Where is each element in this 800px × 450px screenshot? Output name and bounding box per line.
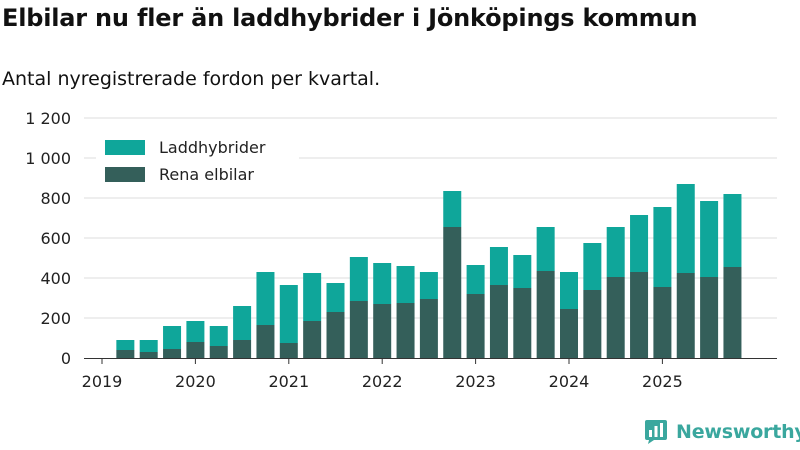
bar-laddhybrider — [186, 321, 205, 342]
newsworthy-logo-icon — [645, 420, 667, 444]
y-axis-tick-labels: 0 200 400 600 800 1 000 1 200 — [25, 109, 71, 368]
x-tick-label: 2024 — [549, 372, 590, 391]
x-axis-tick-labels: 2019 2020 2021 2022 2023 2024 2025 — [82, 372, 683, 391]
bar-laddhybrider — [630, 215, 649, 272]
bar-laddhybrider — [163, 326, 182, 349]
bar-laddhybrider — [256, 272, 275, 325]
legend-swatch-rena-elbilar — [105, 167, 145, 182]
bar-rena-elbilar — [419, 299, 438, 358]
y-tick-label: 600 — [40, 229, 71, 248]
bar-laddhybrider — [513, 255, 532, 288]
bar-rena-elbilar — [116, 350, 135, 358]
bar-laddhybrider — [396, 266, 415, 303]
x-tick-label: 2020 — [175, 372, 216, 391]
y-tick-label: 1 200 — [25, 109, 71, 128]
bar-laddhybrider — [116, 340, 135, 350]
bar-rena-elbilar — [700, 277, 719, 358]
bar-rena-elbilar — [396, 303, 415, 358]
bar-rena-elbilar — [326, 312, 345, 358]
bar-rena-elbilar — [723, 267, 742, 358]
bar-laddhybrider — [303, 273, 322, 321]
bar-laddhybrider — [466, 265, 485, 294]
bar-rena-elbilar — [256, 325, 275, 358]
bar-rena-elbilar — [139, 352, 158, 358]
legend: Laddhybrider Rena elbilar — [96, 130, 299, 192]
bar-rena-elbilar — [676, 273, 695, 358]
chart-subtitle: Antal nyregistrerade fordon per kvartal. — [2, 68, 381, 90]
bar-laddhybrider — [209, 326, 228, 346]
bar-laddhybrider — [326, 283, 345, 312]
bar-rena-elbilar — [163, 349, 182, 358]
x-tick-label: 2021 — [268, 372, 309, 391]
bar-rena-elbilar — [443, 227, 462, 358]
bar-rena-elbilar — [630, 272, 649, 358]
bar-laddhybrider — [373, 263, 392, 304]
x-axis — [84, 358, 777, 364]
bar-rena-elbilar — [583, 290, 602, 358]
y-tick-label: 800 — [40, 189, 71, 208]
bar-laddhybrider — [583, 243, 602, 290]
bars — [116, 184, 742, 358]
x-tick-label: 2025 — [642, 372, 683, 391]
bar-laddhybrider — [419, 272, 438, 299]
bar-rena-elbilar — [209, 346, 228, 358]
bar-laddhybrider — [349, 257, 368, 301]
bar-laddhybrider — [139, 340, 158, 352]
bar-laddhybrider — [233, 306, 252, 340]
legend-label-laddhybrider: Laddhybrider — [159, 138, 266, 157]
chart-title: Elbilar nu fler än laddhybrider i Jönköp… — [2, 4, 698, 32]
bar-rena-elbilar — [373, 304, 392, 358]
bar-laddhybrider — [653, 207, 672, 287]
bar-laddhybrider — [700, 201, 719, 277]
bar-rena-elbilar — [653, 287, 672, 358]
y-tick-label: 400 — [40, 269, 71, 288]
bar-rena-elbilar — [233, 340, 252, 358]
bar-laddhybrider — [723, 194, 742, 267]
bar-rena-elbilar — [606, 277, 625, 358]
bar-rena-elbilar — [349, 301, 368, 358]
legend-label-rena-elbilar: Rena elbilar — [159, 165, 254, 184]
bar-rena-elbilar — [466, 294, 485, 358]
bar-rena-elbilar — [536, 271, 555, 358]
bar-rena-elbilar — [489, 285, 508, 358]
bar-laddhybrider — [606, 227, 625, 277]
bar-laddhybrider — [489, 247, 508, 285]
brand-name: Newsworthy — [676, 421, 800, 443]
y-tick-label: 200 — [40, 309, 71, 328]
bar-rena-elbilar — [279, 343, 298, 358]
x-tick-label: 2019 — [82, 372, 123, 391]
bar-laddhybrider — [536, 227, 555, 271]
bar-rena-elbilar — [303, 321, 322, 358]
bar-rena-elbilar — [560, 309, 578, 358]
bar-laddhybrider — [560, 272, 578, 309]
y-tick-label: 0 — [61, 349, 71, 368]
y-tick-label: 1 000 — [25, 149, 71, 168]
newsworthy-logo: Newsworthy — [644, 419, 800, 445]
bar-rena-elbilar — [186, 342, 205, 358]
x-tick-label: 2022 — [362, 372, 403, 391]
bar-laddhybrider — [279, 285, 298, 343]
legend-swatch-laddhybrider — [105, 140, 145, 155]
bar-laddhybrider — [443, 191, 462, 227]
bar-laddhybrider — [676, 184, 695, 273]
x-tick-label: 2023 — [455, 372, 496, 391]
bar-rena-elbilar — [513, 288, 532, 358]
